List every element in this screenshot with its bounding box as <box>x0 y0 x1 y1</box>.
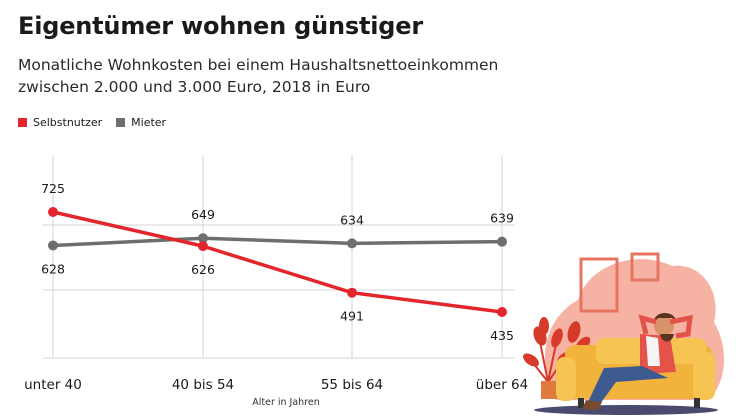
data-label-selbstnutzer: 491 <box>340 309 364 324</box>
data-point-selbstnutzer <box>48 207 58 217</box>
chart-title: Eigentümer wohnen günstiger <box>18 12 423 40</box>
relaxing-person-illustration <box>523 252 725 415</box>
data-labels: 725 626 491 435 628 649 634 639 <box>41 181 514 343</box>
x-tick-label: 40 bis 54 <box>172 377 234 393</box>
data-point-mieter <box>198 233 208 244</box>
data-label-mieter: 649 <box>191 207 215 222</box>
data-point-selbstnutzer <box>198 241 208 252</box>
data-label-mieter: 639 <box>490 211 514 226</box>
legend-swatch-mieter <box>116 118 126 127</box>
data-label-selbstnutzer: 725 <box>41 181 65 196</box>
x-tick-label: über 64 <box>476 377 528 393</box>
legend-item-mieter: Mieter <box>116 116 166 129</box>
legend-swatch-selbstnutzer <box>18 118 27 127</box>
x-tick-label: unter 40 <box>24 377 82 393</box>
data-point-selbstnutzer <box>347 287 357 298</box>
legend-item-selbstnutzer: Selbstnutzer <box>18 116 102 129</box>
chart-subtitle: Monatliche Wohnkosten bei einem Haushalt… <box>18 56 499 96</box>
grid <box>43 155 515 359</box>
x-axis-title: Alter in Jahren <box>252 397 320 408</box>
x-tick-label: 55 bis 64 <box>321 377 383 393</box>
data-label-selbstnutzer: 626 <box>191 262 215 277</box>
legend-label-selbstnutzer: Selbstnutzer <box>33 116 103 129</box>
series-line-selbstnutzer <box>52 210 503 314</box>
series-lines <box>48 207 507 317</box>
data-point-mieter <box>48 240 58 251</box>
legend: Selbstnutzer Mieter <box>18 116 166 129</box>
data-point-mieter <box>347 238 357 249</box>
series-line-mieter <box>52 236 503 248</box>
x-axis-ticks: unter 40 40 bis 54 55 bis 64 über 64 <box>24 377 528 393</box>
data-label-mieter: 634 <box>340 212 364 227</box>
data-label-mieter: 628 <box>41 261 65 276</box>
data-label-selbstnutzer: 435 <box>490 328 514 343</box>
data-point-selbstnutzer <box>497 307 507 317</box>
legend-label-mieter: Mieter <box>131 116 167 129</box>
data-point-mieter <box>497 236 507 247</box>
